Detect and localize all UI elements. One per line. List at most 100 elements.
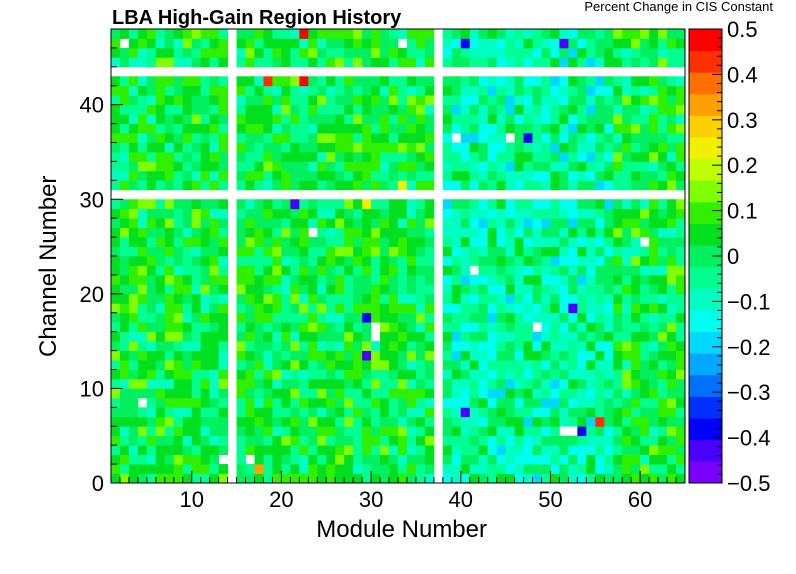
heatmap-cell xyxy=(532,473,542,484)
heatmap-cell xyxy=(541,237,551,247)
heatmap-cell xyxy=(631,303,641,314)
heatmap-cell xyxy=(586,123,596,134)
heatmap-cell xyxy=(254,445,264,456)
heatmap-cell xyxy=(299,170,309,181)
heatmap-cell xyxy=(406,426,417,437)
heatmap-cell xyxy=(299,322,309,333)
heatmap-cell xyxy=(362,360,372,370)
heatmap-cell xyxy=(631,38,641,49)
heatmap-cell xyxy=(586,360,596,370)
heatmap-cell xyxy=(299,47,309,58)
heatmap-cell xyxy=(460,199,471,210)
heatmap-cell xyxy=(137,95,148,106)
heatmap-cell xyxy=(326,445,336,456)
heatmap-cell xyxy=(577,331,587,342)
heatmap-cell xyxy=(550,265,560,276)
heatmap-cell xyxy=(111,208,121,219)
heatmap-cell xyxy=(487,133,498,143)
heatmap-cell xyxy=(380,293,390,304)
heatmap-cell xyxy=(380,454,390,465)
heatmap-cell xyxy=(380,464,390,474)
heatmap-cell xyxy=(559,445,569,456)
heatmap-cell xyxy=(559,170,569,181)
heatmap-cell xyxy=(299,331,309,342)
heatmap-cell xyxy=(550,114,560,124)
heatmap-cell xyxy=(586,151,596,162)
heatmap-cell xyxy=(119,265,130,276)
heatmap-cell xyxy=(389,256,399,266)
heatmap-cell xyxy=(272,47,282,58)
heatmap-cell xyxy=(640,312,650,323)
heatmap-cell xyxy=(640,38,650,49)
heatmap-cell xyxy=(442,199,453,210)
heatmap-cell xyxy=(667,161,677,172)
heatmap-cell xyxy=(209,256,220,266)
heatmap-cell xyxy=(164,199,175,210)
heatmap-cell xyxy=(146,388,157,399)
heatmap-cell xyxy=(676,170,686,181)
heatmap-cell xyxy=(577,123,587,134)
heatmap-cell xyxy=(658,208,668,219)
heatmap-cell xyxy=(631,57,641,68)
heatmap-cell xyxy=(406,180,417,191)
heatmap-cell xyxy=(299,473,309,484)
heatmap-cell xyxy=(263,454,273,465)
heatmap-cell xyxy=(442,369,453,380)
heatmap-cell xyxy=(111,104,121,115)
heatmap-cell xyxy=(290,397,300,408)
heatmap-cell xyxy=(353,170,363,181)
heatmap-cell xyxy=(406,416,417,427)
heatmap-cell xyxy=(335,464,345,474)
heatmap-cell xyxy=(389,85,399,96)
heatmap-cell xyxy=(460,369,471,380)
heatmap-cell xyxy=(353,360,363,370)
heatmap-cell xyxy=(424,454,435,465)
heatmap-cell xyxy=(487,416,498,427)
heatmap-cell xyxy=(308,303,318,314)
heatmap-cell xyxy=(245,265,255,276)
heatmap-cell xyxy=(532,180,542,191)
heatmap-cell xyxy=(640,341,650,351)
heatmap-cell xyxy=(200,123,211,134)
heatmap-cell xyxy=(586,473,596,484)
heatmap-cell xyxy=(649,454,659,465)
heatmap-cell xyxy=(263,464,273,474)
heatmap-cell xyxy=(218,38,228,49)
heatmap-cell xyxy=(415,38,426,49)
heatmap-cell xyxy=(281,303,291,314)
heatmap-cell xyxy=(424,331,435,342)
heatmap-cell xyxy=(164,303,175,314)
heatmap-cell xyxy=(155,369,166,380)
heatmap-cell xyxy=(380,142,390,153)
heatmap-cell xyxy=(389,303,399,314)
heatmap-cell xyxy=(451,378,462,389)
heatmap-cell xyxy=(371,378,381,389)
heatmap-cell xyxy=(442,180,453,191)
heatmap-cell xyxy=(532,208,542,219)
heatmap-cell xyxy=(604,180,614,191)
heatmap-cell xyxy=(595,256,605,266)
heatmap-cell xyxy=(209,454,220,465)
heatmap-cell xyxy=(676,246,686,257)
heatmap-cell xyxy=(469,180,480,191)
heatmap-cell xyxy=(111,350,121,361)
heatmap-cell xyxy=(344,123,354,134)
heatmap-cell xyxy=(371,284,381,295)
heatmap-cell xyxy=(362,256,372,266)
heatmap-cell xyxy=(335,331,345,342)
heatmap-cell xyxy=(577,378,587,389)
heatmap-cell xyxy=(155,85,166,96)
heatmap-cell xyxy=(667,47,677,58)
heatmap-cell xyxy=(424,378,435,389)
heatmap-cell xyxy=(487,104,498,115)
heatmap-cell xyxy=(541,76,551,87)
heatmap-cell xyxy=(415,473,426,484)
heatmap-cell xyxy=(344,397,354,408)
heatmap-cell xyxy=(532,454,542,465)
heatmap-cell xyxy=(236,142,246,153)
heatmap-cell xyxy=(254,256,264,266)
heatmap-cell xyxy=(604,303,614,314)
heatmap-cell xyxy=(505,322,515,333)
heatmap-cell xyxy=(146,170,157,181)
heatmap-cell xyxy=(200,170,211,181)
